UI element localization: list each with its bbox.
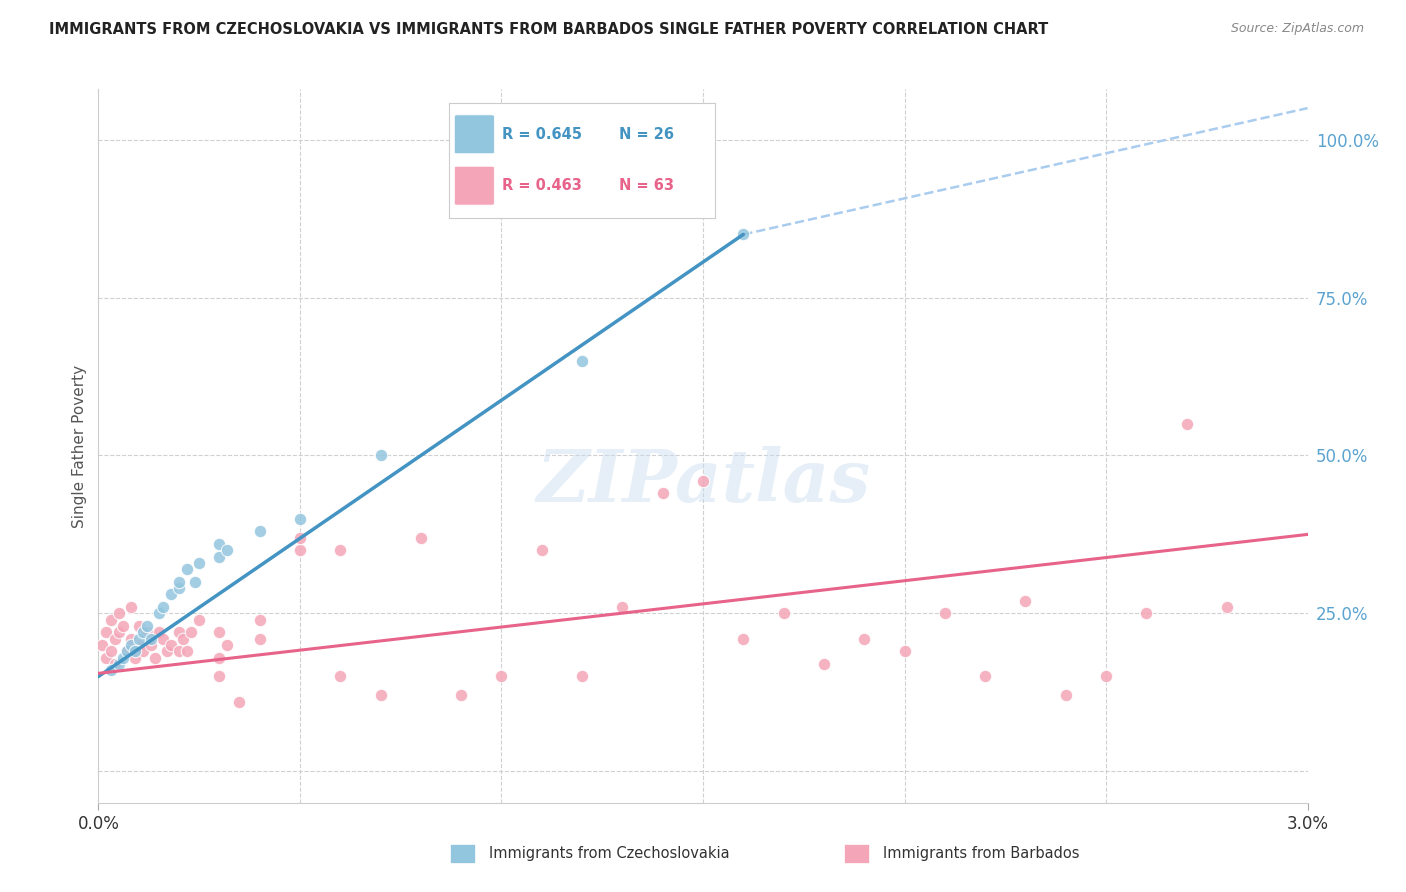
Point: [111, 619, 134, 633]
Point: [571, 669, 593, 683]
Point: [107, 657, 129, 671]
Point: [571, 353, 593, 368]
Point: [651, 486, 673, 500]
Point: [91, 638, 114, 652]
Point: [612, 600, 634, 615]
Point: [135, 619, 157, 633]
Point: [124, 644, 146, 658]
Point: [128, 619, 150, 633]
Point: [1216, 600, 1239, 615]
Point: [853, 632, 876, 646]
Point: [111, 650, 134, 665]
Point: [152, 600, 174, 615]
Point: [176, 644, 198, 658]
Point: [370, 689, 392, 703]
Point: [974, 669, 997, 683]
Point: [180, 625, 202, 640]
Point: [120, 632, 142, 646]
Point: [135, 625, 157, 640]
Text: Immigrants from Czechoslovakia: Immigrants from Czechoslovakia: [489, 847, 730, 861]
Point: [148, 625, 170, 640]
Point: [124, 650, 146, 665]
Point: [103, 632, 125, 646]
Point: [208, 625, 231, 640]
Point: [107, 625, 129, 640]
Point: [1014, 593, 1036, 607]
Point: [128, 632, 150, 646]
Point: [188, 556, 211, 570]
Point: [370, 449, 392, 463]
Point: [491, 669, 513, 683]
Point: [409, 531, 432, 545]
Point: [208, 549, 231, 564]
Point: [329, 669, 352, 683]
Point: [152, 632, 174, 646]
Point: [139, 632, 162, 646]
Point: [100, 663, 122, 677]
Point: [208, 650, 231, 665]
Point: [107, 607, 129, 621]
Point: [176, 562, 198, 576]
Point: [217, 543, 239, 558]
Point: [1095, 669, 1118, 683]
Point: [143, 650, 166, 665]
Point: [120, 600, 142, 615]
Point: [1175, 417, 1198, 431]
Text: Immigrants from Barbados: Immigrants from Barbados: [883, 847, 1080, 861]
Point: [288, 543, 311, 558]
Point: [100, 644, 122, 658]
Point: [100, 613, 122, 627]
Point: [132, 644, 155, 658]
Point: [733, 227, 755, 242]
Point: [692, 474, 714, 488]
Point: [228, 695, 250, 709]
Point: [139, 638, 162, 652]
Point: [893, 644, 915, 658]
Point: [733, 632, 755, 646]
Point: [530, 543, 553, 558]
Point: [249, 613, 271, 627]
Text: ZIPatlas: ZIPatlas: [536, 446, 870, 517]
Point: [167, 625, 190, 640]
Point: [167, 644, 190, 658]
Point: [115, 644, 138, 658]
Point: [249, 632, 271, 646]
Point: [160, 638, 183, 652]
Point: [217, 638, 239, 652]
Point: [249, 524, 271, 539]
Point: [132, 625, 155, 640]
Point: [772, 607, 794, 621]
Point: [96, 625, 118, 640]
Point: [288, 531, 311, 545]
Text: IMMIGRANTS FROM CZECHOSLOVAKIA VS IMMIGRANTS FROM BARBADOS SINGLE FATHER POVERTY: IMMIGRANTS FROM CZECHOSLOVAKIA VS IMMIGR…: [49, 22, 1049, 37]
Y-axis label: Single Father Poverty: Single Father Poverty: [72, 365, 87, 527]
Text: Source: ZipAtlas.com: Source: ZipAtlas.com: [1230, 22, 1364, 36]
Point: [167, 574, 190, 589]
Point: [148, 607, 170, 621]
Point: [1135, 607, 1157, 621]
Point: [128, 638, 150, 652]
Point: [160, 587, 183, 601]
Point: [96, 650, 118, 665]
Point: [208, 669, 231, 683]
Point: [167, 581, 190, 595]
Point: [288, 511, 311, 525]
Point: [115, 644, 138, 658]
Point: [120, 638, 142, 652]
Point: [172, 632, 194, 646]
Point: [934, 607, 956, 621]
Point: [156, 644, 179, 658]
Point: [208, 537, 231, 551]
Point: [188, 613, 211, 627]
Point: [184, 574, 207, 589]
Point: [813, 657, 835, 671]
Point: [329, 543, 352, 558]
Point: [103, 657, 125, 671]
Point: [1054, 689, 1077, 703]
Point: [450, 689, 472, 703]
